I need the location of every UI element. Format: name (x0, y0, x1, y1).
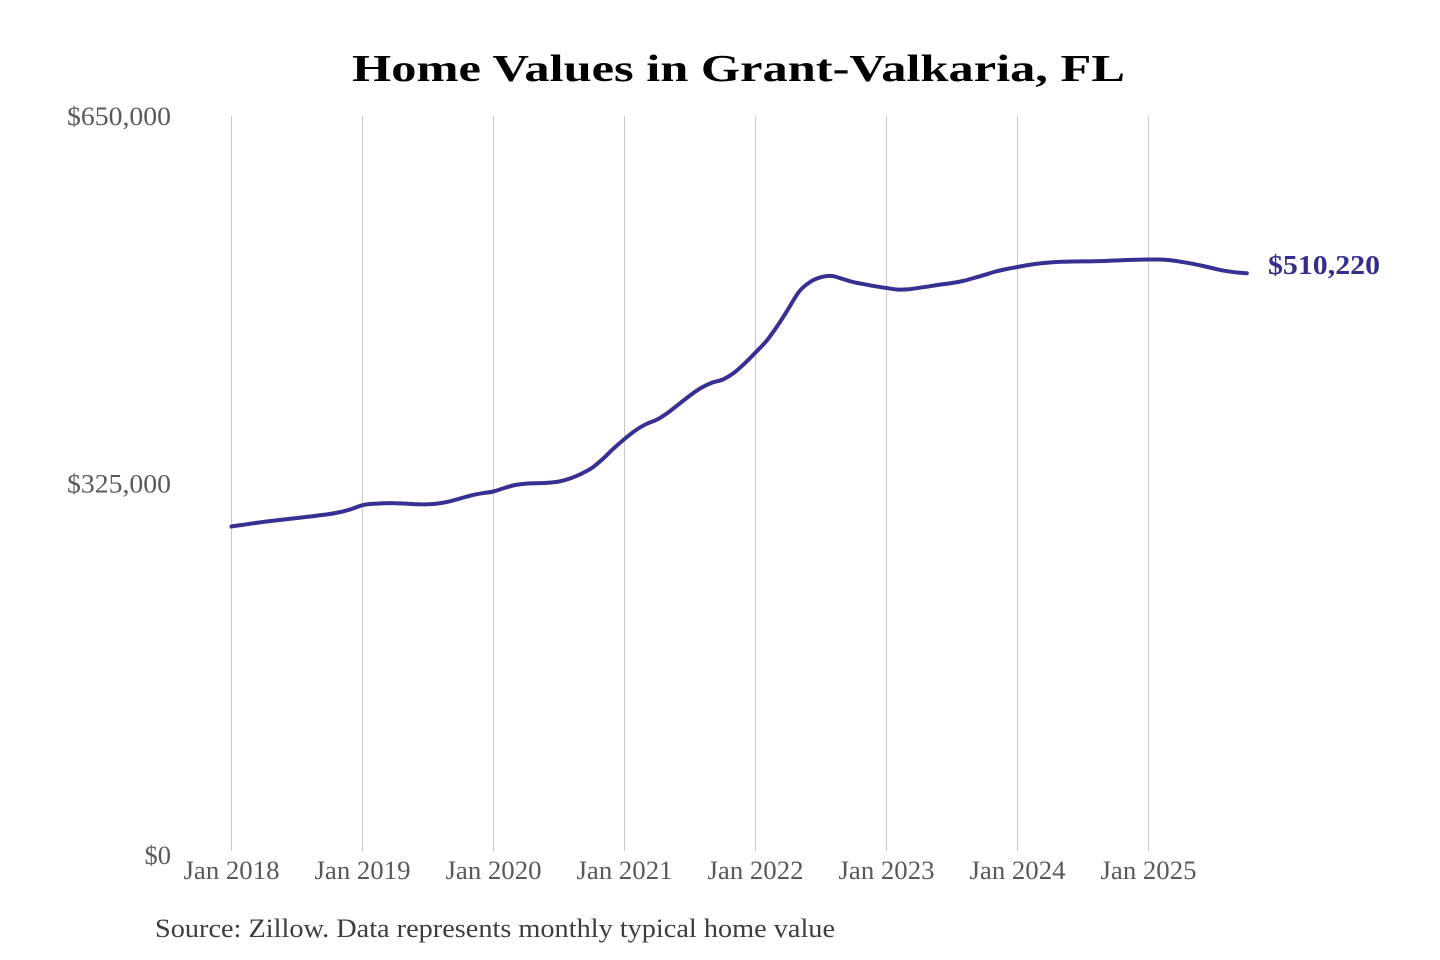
svg-text:Jan 2018: Jan 2018 (184, 855, 280, 885)
svg-text:Jan 2022: Jan 2022 (708, 855, 804, 885)
svg-text:$325,000: $325,000 (67, 469, 171, 499)
svg-text:Jan 2021: Jan 2021 (577, 855, 673, 885)
svg-text:Source: Zillow. Data represent: Source: Zillow. Data represents monthly … (155, 914, 835, 943)
svg-text:$650,000: $650,000 (67, 101, 171, 131)
svg-text:Jan 2024: Jan 2024 (970, 855, 1066, 885)
svg-text:Jan 2023: Jan 2023 (839, 855, 935, 885)
svg-text:Home Values in Grant-Valkaria,: Home Values in Grant-Valkaria, FL (352, 48, 1125, 90)
svg-text:$0: $0 (145, 840, 172, 870)
svg-text:Jan 2020: Jan 2020 (446, 855, 542, 885)
svg-text:Jan 2019: Jan 2019 (315, 855, 411, 885)
svg-text:$510,220: $510,220 (1268, 250, 1380, 280)
svg-text:Jan 2025: Jan 2025 (1101, 855, 1197, 885)
